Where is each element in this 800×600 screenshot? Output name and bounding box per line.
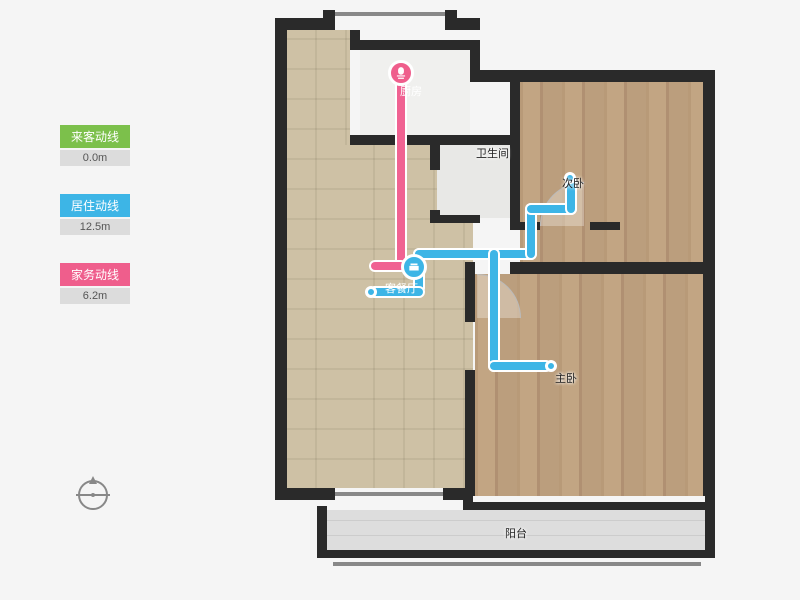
legend-item-guest: 来客动线 0.0m	[60, 125, 130, 166]
legend-label: 居住动线	[60, 194, 130, 217]
legend-item-chore: 家务动线 6.2m	[60, 263, 130, 304]
floor-plan: 厨房 卫生间 次卧 客餐厅 主卧 阳台	[275, 10, 715, 580]
path-living	[490, 250, 498, 370]
label-bathroom: 卫生间	[476, 145, 509, 161]
path-living	[490, 362, 550, 370]
legend: 来客动线 0.0m 居住动线 12.5m 家务动线 6.2m	[60, 125, 130, 332]
legend-value: 6.2m	[60, 288, 130, 304]
label-living: 客餐厅	[385, 280, 418, 296]
legend-label: 家务动线	[60, 263, 130, 286]
path-chore	[371, 262, 405, 270]
floor-living	[287, 30, 350, 488]
legend-value: 0.0m	[60, 150, 130, 166]
path-living	[415, 250, 535, 258]
node-living-icon	[401, 254, 427, 280]
legend-value: 12.5m	[60, 219, 130, 235]
floor-bed2	[520, 82, 703, 262]
node-living-dot	[365, 286, 377, 298]
label-balcony: 阳台	[505, 525, 527, 541]
label-bed2: 次卧	[562, 175, 584, 191]
label-bed1: 主卧	[555, 370, 577, 386]
legend-label: 来客动线	[60, 125, 130, 148]
path-chore	[397, 82, 405, 268]
legend-item-living: 居住动线 12.5m	[60, 194, 130, 235]
compass-icon	[78, 480, 108, 510]
label-kitchen: 厨房	[400, 83, 422, 99]
